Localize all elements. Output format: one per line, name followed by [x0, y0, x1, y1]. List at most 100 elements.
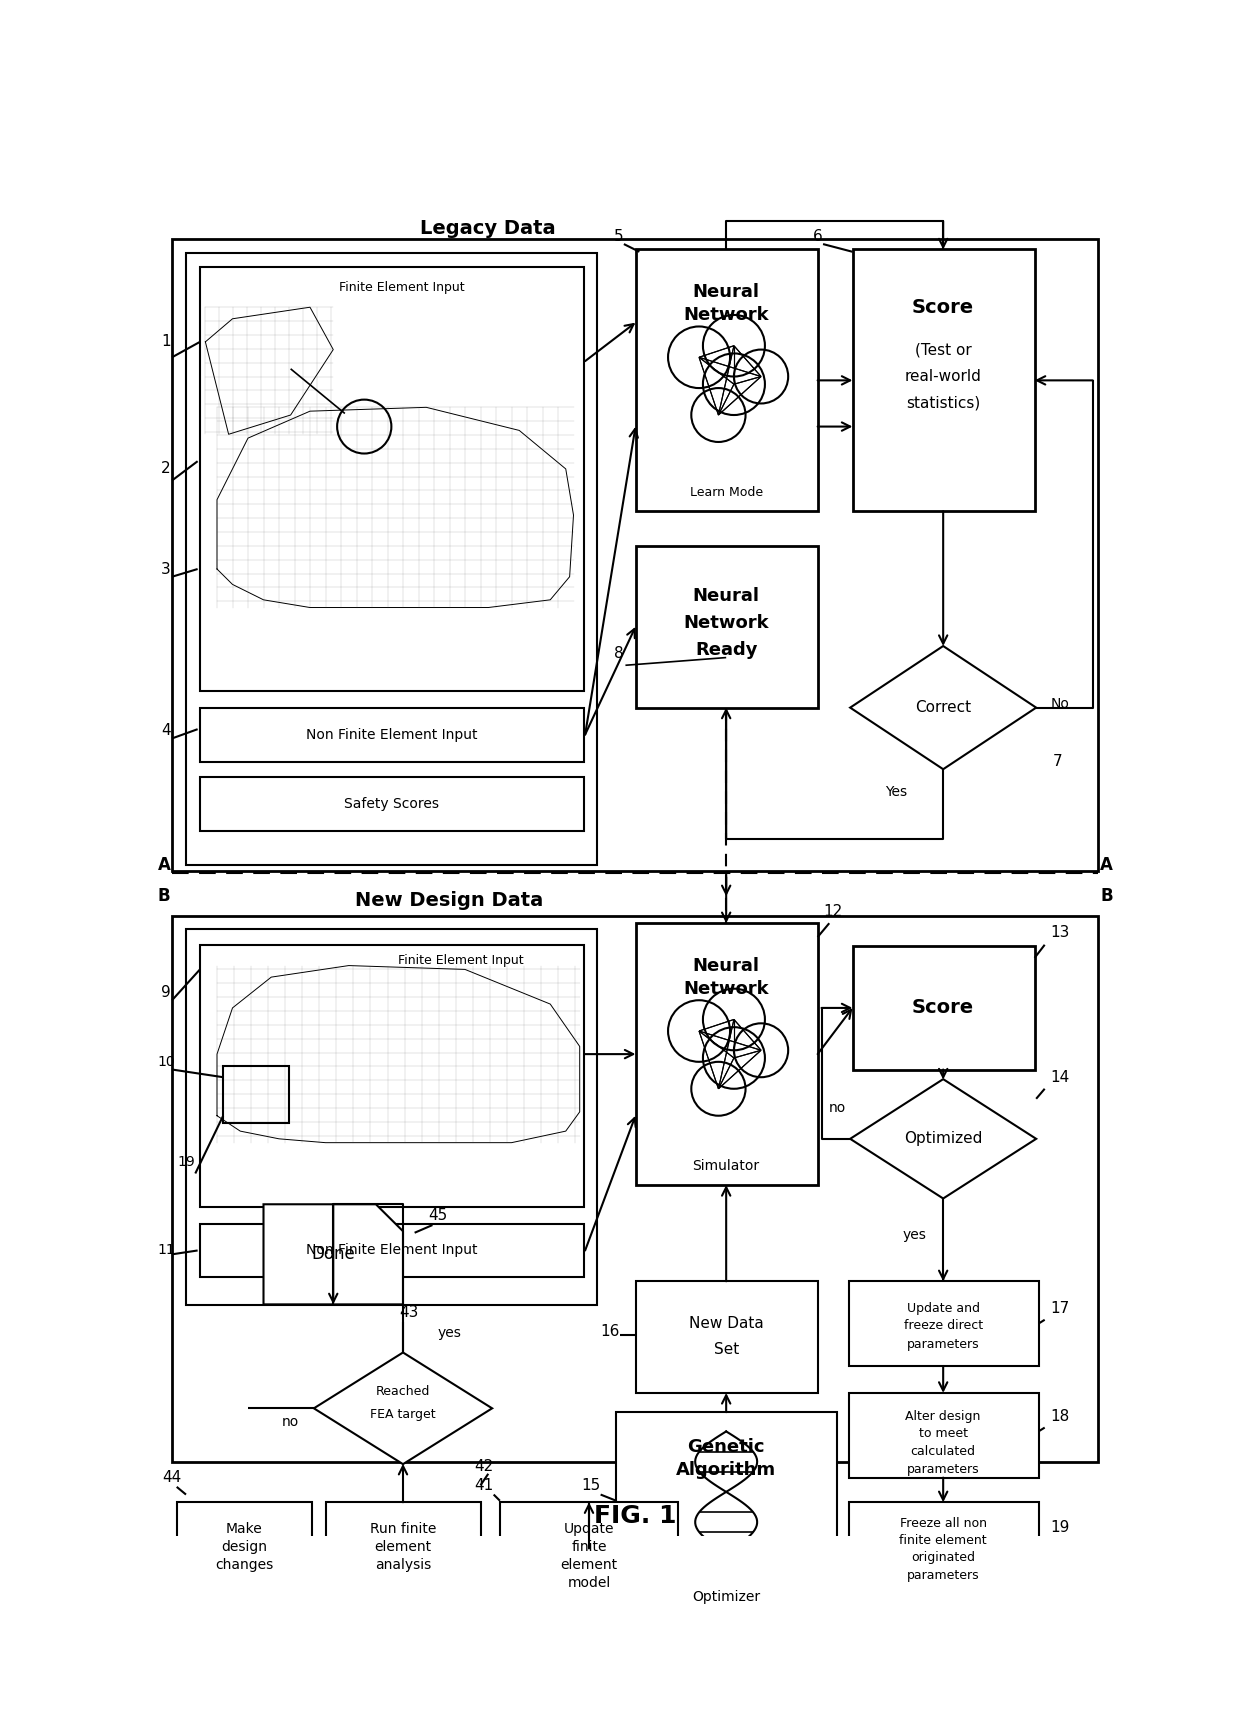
Text: yes: yes	[438, 1326, 461, 1339]
Text: Algorithm: Algorithm	[676, 1460, 776, 1479]
Text: Network: Network	[683, 306, 769, 324]
Text: real-world: real-world	[905, 369, 982, 383]
Text: Yes: Yes	[884, 785, 906, 799]
Text: Optimized: Optimized	[904, 1131, 982, 1146]
Text: 19: 19	[177, 1155, 195, 1169]
Text: changes: changes	[215, 1559, 273, 1572]
Text: Freeze all non: Freeze all non	[900, 1517, 987, 1531]
Polygon shape	[851, 1079, 1037, 1198]
Text: A: A	[1100, 856, 1114, 875]
Polygon shape	[263, 1205, 403, 1305]
Bar	[200, 268, 584, 690]
Bar	[325, 1502, 481, 1595]
Text: 1: 1	[161, 335, 171, 349]
Text: 43: 43	[399, 1305, 419, 1320]
Text: 4: 4	[161, 723, 171, 739]
Bar	[635, 545, 817, 708]
Bar	[853, 250, 1034, 511]
Text: 14: 14	[1050, 1070, 1069, 1084]
Text: 5: 5	[614, 230, 624, 243]
Text: Network: Network	[683, 614, 769, 632]
Text: Neural: Neural	[693, 283, 760, 300]
Text: 9: 9	[161, 986, 171, 999]
Text: element: element	[374, 1540, 432, 1553]
Text: FEA target: FEA target	[371, 1408, 435, 1420]
Bar	[200, 1224, 584, 1277]
Text: 11: 11	[157, 1243, 175, 1258]
Text: 12: 12	[823, 904, 843, 920]
Polygon shape	[217, 965, 580, 1143]
Bar	[186, 254, 596, 865]
Text: 18: 18	[1050, 1408, 1069, 1424]
Bar	[848, 1502, 1039, 1595]
Text: Simulator: Simulator	[693, 1158, 760, 1172]
Text: A: A	[157, 856, 171, 875]
Text: calculated: calculated	[910, 1445, 976, 1458]
Bar	[200, 708, 584, 761]
Text: 17: 17	[1050, 1301, 1069, 1315]
Bar	[500, 1502, 678, 1595]
Text: analysis: analysis	[374, 1559, 432, 1572]
Text: 42: 42	[475, 1458, 494, 1474]
Text: 7: 7	[1053, 754, 1063, 770]
Bar	[616, 1412, 837, 1612]
Text: Score: Score	[913, 998, 975, 1017]
Text: Optimizer: Optimizer	[692, 1590, 760, 1603]
Text: Learn Mode: Learn Mode	[689, 485, 763, 499]
Text: Reached: Reached	[376, 1384, 430, 1398]
Text: Ready: Ready	[694, 640, 758, 659]
Bar	[172, 915, 1099, 1462]
Polygon shape	[206, 307, 334, 435]
Text: 6: 6	[812, 230, 822, 243]
Text: No: No	[1050, 697, 1069, 711]
Text: parameters: parameters	[906, 1462, 980, 1476]
Text: Alter design: Alter design	[905, 1410, 981, 1422]
Bar	[848, 1281, 1039, 1365]
Text: finite: finite	[572, 1540, 606, 1553]
Text: Score: Score	[913, 297, 975, 316]
Bar	[853, 946, 1034, 1070]
Text: Network: Network	[683, 980, 769, 998]
Bar	[176, 1502, 312, 1595]
Text: Run finite: Run finite	[370, 1522, 436, 1536]
Text: New Design Data: New Design Data	[356, 891, 543, 910]
Text: Neural: Neural	[693, 587, 760, 606]
Text: design: design	[221, 1540, 267, 1553]
Text: Non Finite Element Input: Non Finite Element Input	[305, 728, 477, 742]
Text: Make: Make	[226, 1522, 263, 1536]
Text: 10: 10	[157, 1055, 175, 1068]
Text: Genetic: Genetic	[687, 1438, 765, 1455]
Text: Update and: Update and	[906, 1301, 980, 1315]
Bar	[200, 944, 584, 1206]
Polygon shape	[851, 646, 1037, 770]
Bar	[172, 240, 1099, 872]
Bar	[200, 777, 584, 830]
Bar	[223, 1065, 289, 1124]
Text: 8: 8	[614, 646, 624, 661]
Text: parameters: parameters	[906, 1569, 980, 1583]
Text: Non Finite Element Input: Non Finite Element Input	[305, 1243, 477, 1258]
Text: FIG. 1: FIG. 1	[594, 1503, 677, 1528]
Bar	[848, 1393, 1039, 1477]
Text: element: element	[560, 1559, 618, 1572]
Text: 45: 45	[428, 1208, 448, 1224]
Text: Finite Element Input: Finite Element Input	[340, 281, 465, 295]
Text: 2: 2	[161, 461, 171, 476]
Text: to meet: to meet	[919, 1427, 967, 1439]
Text: yes: yes	[903, 1229, 926, 1243]
Text: 44: 44	[162, 1471, 182, 1484]
Text: Done: Done	[311, 1246, 355, 1263]
Text: no: no	[281, 1415, 299, 1429]
Text: originated: originated	[911, 1552, 975, 1564]
Text: statistics): statistics)	[906, 395, 981, 411]
Bar	[635, 923, 817, 1186]
Text: parameters: parameters	[906, 1338, 980, 1351]
Text: Safety Scores: Safety Scores	[343, 797, 439, 811]
Text: 16: 16	[600, 1324, 620, 1339]
Text: Update: Update	[564, 1522, 614, 1536]
Text: New Data: New Data	[688, 1317, 764, 1331]
Text: Legacy Data: Legacy Data	[420, 219, 556, 238]
Text: 19: 19	[1050, 1521, 1069, 1534]
Bar	[635, 1281, 817, 1393]
Text: freeze direct: freeze direct	[904, 1319, 983, 1332]
